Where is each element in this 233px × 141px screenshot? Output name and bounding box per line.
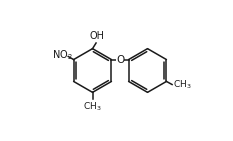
Text: O: O bbox=[116, 55, 124, 65]
Text: CH$_3$: CH$_3$ bbox=[173, 79, 192, 92]
Text: NO$_2$: NO$_2$ bbox=[52, 48, 73, 62]
Text: CH$_3$: CH$_3$ bbox=[83, 100, 102, 113]
Text: OH: OH bbox=[89, 31, 104, 41]
